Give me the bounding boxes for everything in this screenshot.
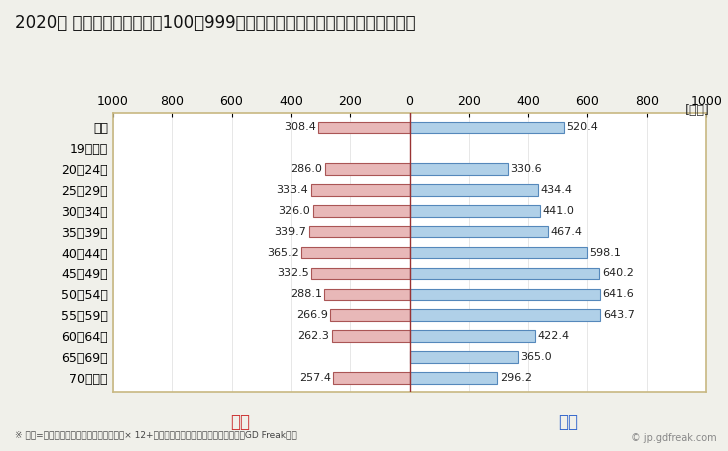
Bar [409, 163, 507, 175]
Bar [331, 309, 409, 321]
Text: 332.5: 332.5 [277, 268, 309, 278]
Bar [311, 184, 409, 196]
Bar [409, 205, 540, 216]
Text: 643.7: 643.7 [603, 310, 635, 320]
Text: 365.0: 365.0 [520, 352, 552, 362]
Text: 296.2: 296.2 [499, 373, 531, 383]
Text: 男性: 男性 [558, 413, 578, 431]
Text: 266.9: 266.9 [296, 310, 328, 320]
Bar [318, 122, 409, 133]
Text: 422.4: 422.4 [537, 331, 569, 341]
Text: 467.4: 467.4 [550, 227, 582, 237]
Bar [311, 268, 409, 279]
Text: 520.4: 520.4 [566, 122, 598, 132]
Text: 326.0: 326.0 [279, 206, 310, 216]
Bar [313, 205, 409, 216]
Text: 339.7: 339.7 [274, 227, 306, 237]
Bar [309, 226, 409, 237]
Text: 女性: 女性 [230, 413, 250, 431]
Bar [324, 289, 409, 300]
Bar [409, 289, 600, 300]
Text: 288.1: 288.1 [290, 289, 322, 299]
Text: ※ 年収=「きまって支給する現金給与額」× 12+「年間賞与その他特別給与額」としてGD Freak推計: ※ 年収=「きまって支給する現金給与額」× 12+「年間賞与その他特別給与額」と… [15, 431, 296, 440]
Text: 262.3: 262.3 [298, 331, 329, 341]
Bar [409, 330, 535, 342]
Text: 308.4: 308.4 [284, 122, 316, 132]
Text: 641.6: 641.6 [602, 289, 634, 299]
Bar [301, 247, 409, 258]
Text: 257.4: 257.4 [298, 373, 331, 383]
Text: 2020年 民間企業（従業者数100～999人）フルタイム労働者の男女別平均年収: 2020年 民間企業（従業者数100～999人）フルタイム労働者の男女別平均年収 [15, 14, 415, 32]
Text: 640.2: 640.2 [602, 268, 633, 278]
Bar [409, 247, 587, 258]
Bar [333, 372, 409, 383]
Bar [409, 184, 539, 196]
Text: 365.2: 365.2 [267, 248, 298, 258]
Bar [409, 226, 548, 237]
Bar [409, 309, 601, 321]
Text: 441.0: 441.0 [542, 206, 574, 216]
Bar [409, 351, 518, 363]
Bar [332, 330, 409, 342]
Text: [万円]: [万円] [685, 104, 710, 117]
Bar [325, 163, 409, 175]
Text: 434.4: 434.4 [541, 185, 573, 195]
Text: 333.4: 333.4 [277, 185, 308, 195]
Text: 598.1: 598.1 [589, 248, 621, 258]
Bar [409, 268, 599, 279]
Text: 286.0: 286.0 [290, 164, 323, 174]
Bar [409, 122, 564, 133]
Text: 330.6: 330.6 [510, 164, 542, 174]
Bar [409, 372, 497, 383]
Text: © jp.gdfreak.com: © jp.gdfreak.com [631, 433, 717, 443]
